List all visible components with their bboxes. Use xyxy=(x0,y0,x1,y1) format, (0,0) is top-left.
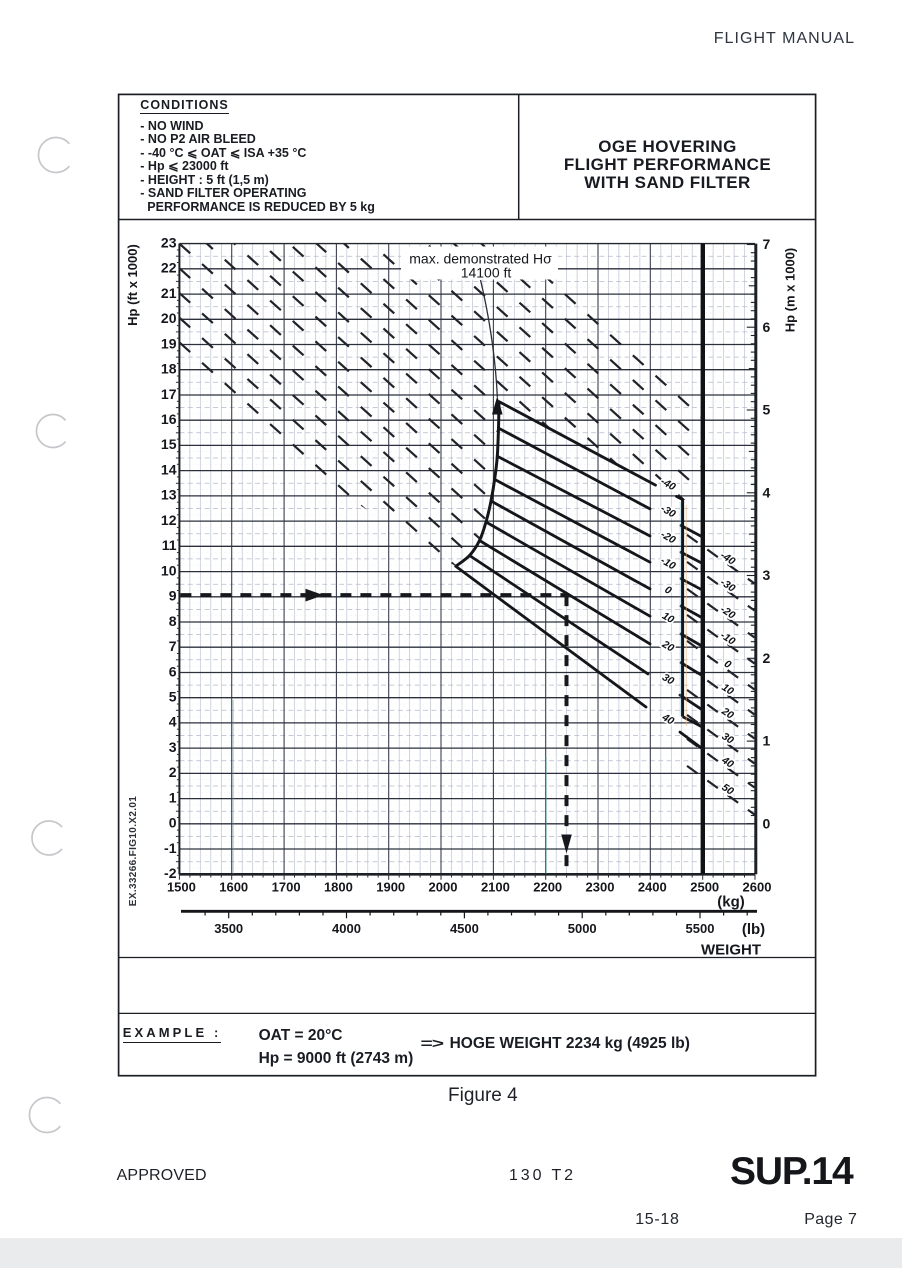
svg-text:50: 50 xyxy=(719,781,735,798)
svg-text:13: 13 xyxy=(161,487,177,503)
svg-text:21: 21 xyxy=(161,285,177,301)
svg-text:0: 0 xyxy=(169,815,177,831)
svg-text:3500: 3500 xyxy=(214,921,243,936)
svg-text:-1: -1 xyxy=(164,840,177,856)
svg-text:12: 12 xyxy=(161,512,177,528)
svg-text:-30: -30 xyxy=(658,502,677,520)
svg-text:5500: 5500 xyxy=(686,921,715,936)
svg-text:1: 1 xyxy=(169,789,177,805)
svg-text:1600: 1600 xyxy=(219,880,248,895)
svg-text:(lb): (lb) xyxy=(742,921,765,938)
svg-text:1500: 1500 xyxy=(167,880,196,895)
svg-text:2400: 2400 xyxy=(638,880,667,895)
svg-text:0: 0 xyxy=(763,815,771,831)
svg-text:5: 5 xyxy=(763,402,771,418)
svg-text:4: 4 xyxy=(763,484,771,500)
svg-text:2: 2 xyxy=(763,650,771,666)
svg-text:1: 1 xyxy=(763,733,771,749)
svg-text:WEIGHT: WEIGHT xyxy=(701,942,761,959)
svg-text:20: 20 xyxy=(161,310,177,326)
svg-text:4: 4 xyxy=(169,714,177,730)
svg-text:(kg): (kg) xyxy=(717,894,745,911)
svg-text:7: 7 xyxy=(169,638,177,654)
svg-text:2300: 2300 xyxy=(586,880,615,895)
svg-text:-40: -40 xyxy=(658,475,677,493)
svg-text:23: 23 xyxy=(161,234,177,250)
svg-text:-10: -10 xyxy=(658,554,677,572)
svg-text:40: 40 xyxy=(659,711,676,728)
svg-text:11: 11 xyxy=(162,537,177,553)
svg-text:EX.33266.FIG10.X2.01: EX.33266.FIG10.X2.01 xyxy=(128,796,139,906)
svg-text:20: 20 xyxy=(659,638,676,655)
svg-text:Hp (m x 1000): Hp (m x 1000) xyxy=(783,248,798,333)
svg-text:-2: -2 xyxy=(164,865,177,881)
svg-text:1900: 1900 xyxy=(376,880,405,895)
svg-text:14100 ft: 14100 ft xyxy=(461,265,512,281)
svg-text:-10: -10 xyxy=(718,629,737,647)
svg-text:30: 30 xyxy=(719,730,735,747)
svg-text:10: 10 xyxy=(660,610,676,626)
svg-text:2600: 2600 xyxy=(743,880,772,895)
svg-text:20: 20 xyxy=(719,705,736,722)
svg-text:10: 10 xyxy=(161,562,177,578)
svg-text:Hp (ft x 1000): Hp (ft x 1000) xyxy=(125,244,140,326)
svg-text:9: 9 xyxy=(169,588,177,604)
svg-text:4000: 4000 xyxy=(332,921,361,936)
svg-text:2000: 2000 xyxy=(429,880,458,895)
svg-text:40: 40 xyxy=(719,754,736,771)
svg-text:-20: -20 xyxy=(658,528,677,546)
svg-text:2200: 2200 xyxy=(533,880,562,895)
svg-text:3: 3 xyxy=(763,567,771,583)
svg-text:2: 2 xyxy=(169,764,177,780)
svg-text:15: 15 xyxy=(161,436,177,452)
svg-text:2500: 2500 xyxy=(690,880,719,895)
svg-text:-40: -40 xyxy=(718,549,737,567)
svg-text:1800: 1800 xyxy=(324,880,353,895)
svg-text:5000: 5000 xyxy=(568,921,597,936)
svg-text:8: 8 xyxy=(169,613,177,629)
svg-text:16: 16 xyxy=(161,411,177,427)
svg-text:-30: -30 xyxy=(718,576,737,594)
svg-text:10: 10 xyxy=(719,681,735,698)
svg-text:max. demonstrated Hσ: max. demonstrated Hσ xyxy=(409,250,552,266)
svg-text:6: 6 xyxy=(763,319,771,335)
svg-text:17: 17 xyxy=(161,386,177,402)
svg-text:22: 22 xyxy=(161,260,177,276)
svg-text:4500: 4500 xyxy=(450,921,479,936)
svg-text:7: 7 xyxy=(763,236,771,252)
svg-text:2100: 2100 xyxy=(481,880,510,895)
svg-text:14: 14 xyxy=(161,461,177,477)
svg-text:3: 3 xyxy=(169,739,177,755)
svg-text:18: 18 xyxy=(161,361,177,377)
svg-text:-20: -20 xyxy=(718,603,737,621)
svg-text:5: 5 xyxy=(169,689,177,705)
svg-text:1700: 1700 xyxy=(272,880,301,895)
svg-text:6: 6 xyxy=(169,663,177,679)
svg-text:19: 19 xyxy=(161,335,177,351)
svg-text:0: 0 xyxy=(662,584,673,597)
